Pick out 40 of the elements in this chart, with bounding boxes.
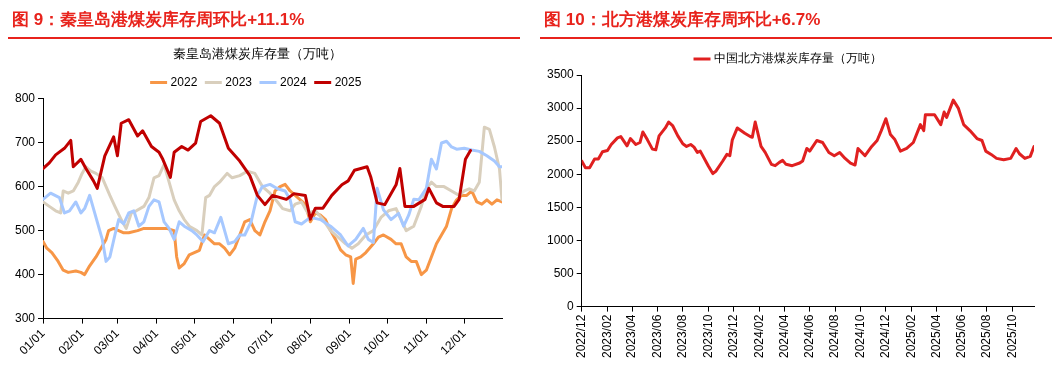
chart-subtitle: 秦皇岛港煤炭库存量（万吨）	[172, 46, 342, 62]
y-tick-label: 500	[14, 222, 36, 237]
x-tick-label: 2025/06	[953, 314, 968, 359]
x-tick-label: 2025/10	[1004, 314, 1019, 359]
y-tick-label: 0	[567, 298, 575, 313]
x-tick-label: 2024/06	[802, 314, 817, 359]
x-tick-label: 2024/04	[776, 314, 791, 359]
y-tick-label: 2500	[546, 133, 575, 148]
y-tick-label: 700	[14, 134, 36, 149]
legend-label: 2023	[225, 74, 253, 89]
x-tick-label: 2024/10	[852, 314, 867, 359]
y-tick-label: 2000	[546, 166, 575, 181]
x-tick-label: 2025/08	[979, 314, 994, 359]
y-tick-label: 400	[14, 266, 36, 281]
y-tick-label: 3000	[546, 100, 575, 115]
x-tick-label: 2024/08	[827, 314, 842, 359]
legend-label: 中国北方港煤炭库存量（万吨）	[714, 51, 882, 66]
y-tick-label: 800	[14, 90, 36, 105]
y-tick-label: 3500	[546, 67, 575, 82]
x-tick-label: 2023/12	[725, 314, 740, 359]
y-tick-label: 1500	[546, 199, 575, 214]
x-tick-label: 2023/10	[700, 314, 715, 359]
chart-title: 图 10：北方港煤炭库存周环比+6.7%	[540, 6, 1052, 39]
x-tick-label: 2024/02	[751, 314, 766, 359]
x-tick-label: 2022/12	[574, 314, 589, 359]
x-tick-label: 2025/02	[903, 314, 918, 359]
x-tick-label: 2023/06	[649, 314, 664, 359]
y-tick-label: 1000	[546, 232, 575, 247]
x-tick-label: 2023/04	[624, 314, 639, 359]
chart-title: 图 9：秦皇岛港煤炭库存周环比+11.1%	[8, 6, 520, 39]
y-tick-label: 300	[14, 310, 36, 325]
x-tick-label: 2023/02	[599, 314, 614, 359]
legend-label: 2022	[170, 74, 198, 89]
x-tick-label: 2023/08	[675, 314, 690, 359]
y-tick-label: 500	[553, 265, 575, 280]
legend-label: 2025	[334, 74, 362, 89]
x-tick-label: 2025/04	[928, 314, 943, 359]
legend-label: 2024	[280, 74, 308, 89]
y-tick-label: 600	[14, 178, 36, 193]
x-tick-label: 2024/12	[878, 314, 893, 359]
